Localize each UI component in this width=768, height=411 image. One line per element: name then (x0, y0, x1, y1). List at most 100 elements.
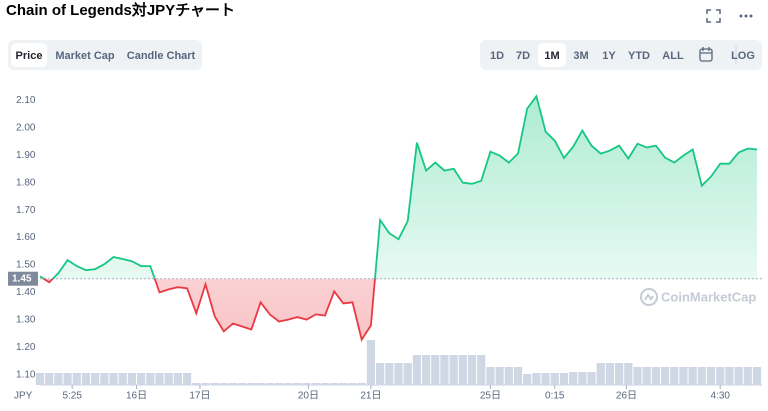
volume-bar (311, 383, 320, 385)
volume-bar (247, 383, 256, 385)
volume-bar (137, 373, 146, 385)
more-icon[interactable] (739, 14, 753, 18)
volume-bar (385, 363, 394, 385)
volume-bar (477, 355, 486, 385)
volume-bar (670, 367, 679, 385)
x-tick-label: 26日 (616, 391, 637, 402)
price-line-down (42, 278, 376, 342)
volume-bar (569, 372, 578, 385)
calendar-icon[interactable] (699, 47, 713, 62)
volume-bar (578, 372, 587, 385)
x-tick-label: 0:15 (545, 391, 565, 402)
volume-bar (688, 367, 697, 385)
log-button[interactable]: LOG (731, 50, 755, 62)
volume-bar (624, 363, 633, 385)
x-tick-label: 17日 (189, 391, 210, 402)
volume-bar (210, 383, 219, 385)
volume-bar (523, 374, 532, 385)
volume-bar (330, 383, 339, 385)
volume-bar (486, 367, 495, 385)
tab-active-bg (11, 43, 47, 67)
volume-bar (265, 383, 274, 385)
volume-bar (421, 355, 431, 385)
volume-bar (256, 383, 265, 385)
volume-bar (431, 355, 440, 385)
volume-bar (339, 383, 348, 385)
fullscreen-icon[interactable] (706, 9, 721, 23)
watermark-logo (640, 288, 658, 306)
volume-bar (559, 373, 569, 385)
volume-bar (192, 383, 201, 385)
volume-bar (513, 367, 523, 385)
volume-bar (440, 355, 449, 385)
volume-bar (146, 373, 155, 385)
range-button[interactable]: 3M (573, 50, 588, 62)
range-button[interactable]: ALL (662, 50, 684, 62)
volume-bar (238, 383, 247, 385)
volume-bar (651, 367, 660, 385)
volume-bar (100, 373, 109, 385)
volume-bar (302, 383, 311, 385)
currency-label: JPY (14, 391, 33, 402)
range-active-bg (538, 43, 566, 67)
tab[interactable]: Market Cap (55, 50, 115, 62)
volume-bar (615, 363, 624, 385)
volume-bar (458, 355, 467, 385)
volume-bar (532, 373, 541, 385)
volume-bar (412, 355, 421, 385)
range-button[interactable]: 1M (544, 50, 559, 62)
volume-bar (118, 373, 127, 385)
y-tick-label: 1.40 (16, 287, 36, 298)
volume-bar (605, 363, 615, 385)
volume-bar (495, 367, 504, 385)
x-tick-label: 25日 (480, 391, 501, 402)
tab-group (8, 40, 202, 70)
volume-bar (725, 367, 734, 385)
volume-bar (403, 363, 412, 385)
range-button[interactable]: YTD (628, 50, 650, 62)
y-tick-label: 1.50 (16, 260, 36, 271)
volume-bar (284, 383, 293, 385)
range-button[interactable]: 1D (490, 50, 504, 62)
baseline-label: 1.45 (12, 273, 32, 284)
volume-bar (587, 372, 596, 385)
volume-bar (504, 367, 513, 385)
tab[interactable]: Price (16, 50, 43, 62)
x-tick-label: 4:30 (710, 391, 730, 402)
volume-bar (467, 355, 477, 385)
volume-bar (228, 383, 238, 385)
volume-bar (376, 363, 385, 385)
volume-bar (449, 355, 458, 385)
volume-bar (155, 373, 164, 385)
volume-bar (550, 373, 559, 385)
range-button[interactable]: 1Y (602, 50, 616, 62)
range-button[interactable]: 7D (516, 50, 530, 62)
volume-bar (734, 367, 743, 385)
chart-title: Chain of Legends対JPYチャート (6, 1, 235, 19)
y-tick-label: 2.10 (16, 95, 36, 106)
volume-bar (201, 383, 210, 385)
volume-bar (45, 373, 54, 385)
x-tick-label: 20日 (298, 391, 319, 402)
volume-bar (164, 373, 173, 385)
volume-bar (642, 367, 651, 385)
y-tick-label: 2.00 (16, 122, 36, 133)
volume-bar (72, 373, 81, 385)
tab[interactable]: Candle Chart (127, 50, 196, 62)
volume-bar (752, 367, 762, 385)
area-down (40, 278, 757, 340)
x-tick-label: 5:25 (62, 391, 82, 402)
volume-bar (706, 367, 716, 385)
volume-bar (293, 383, 302, 385)
y-tick-label: 1.30 (16, 315, 36, 326)
y-tick-label: 1.70 (16, 205, 36, 216)
volume-bar (63, 373, 72, 385)
volume-bar (697, 367, 706, 385)
y-tick-label: 1.80 (16, 177, 36, 188)
volume-bar (394, 363, 403, 385)
volume-bar (596, 363, 605, 385)
volume-bar (541, 373, 550, 385)
x-tick-label: 21日 (360, 391, 381, 402)
x-tick-label: 16日 (126, 391, 147, 402)
